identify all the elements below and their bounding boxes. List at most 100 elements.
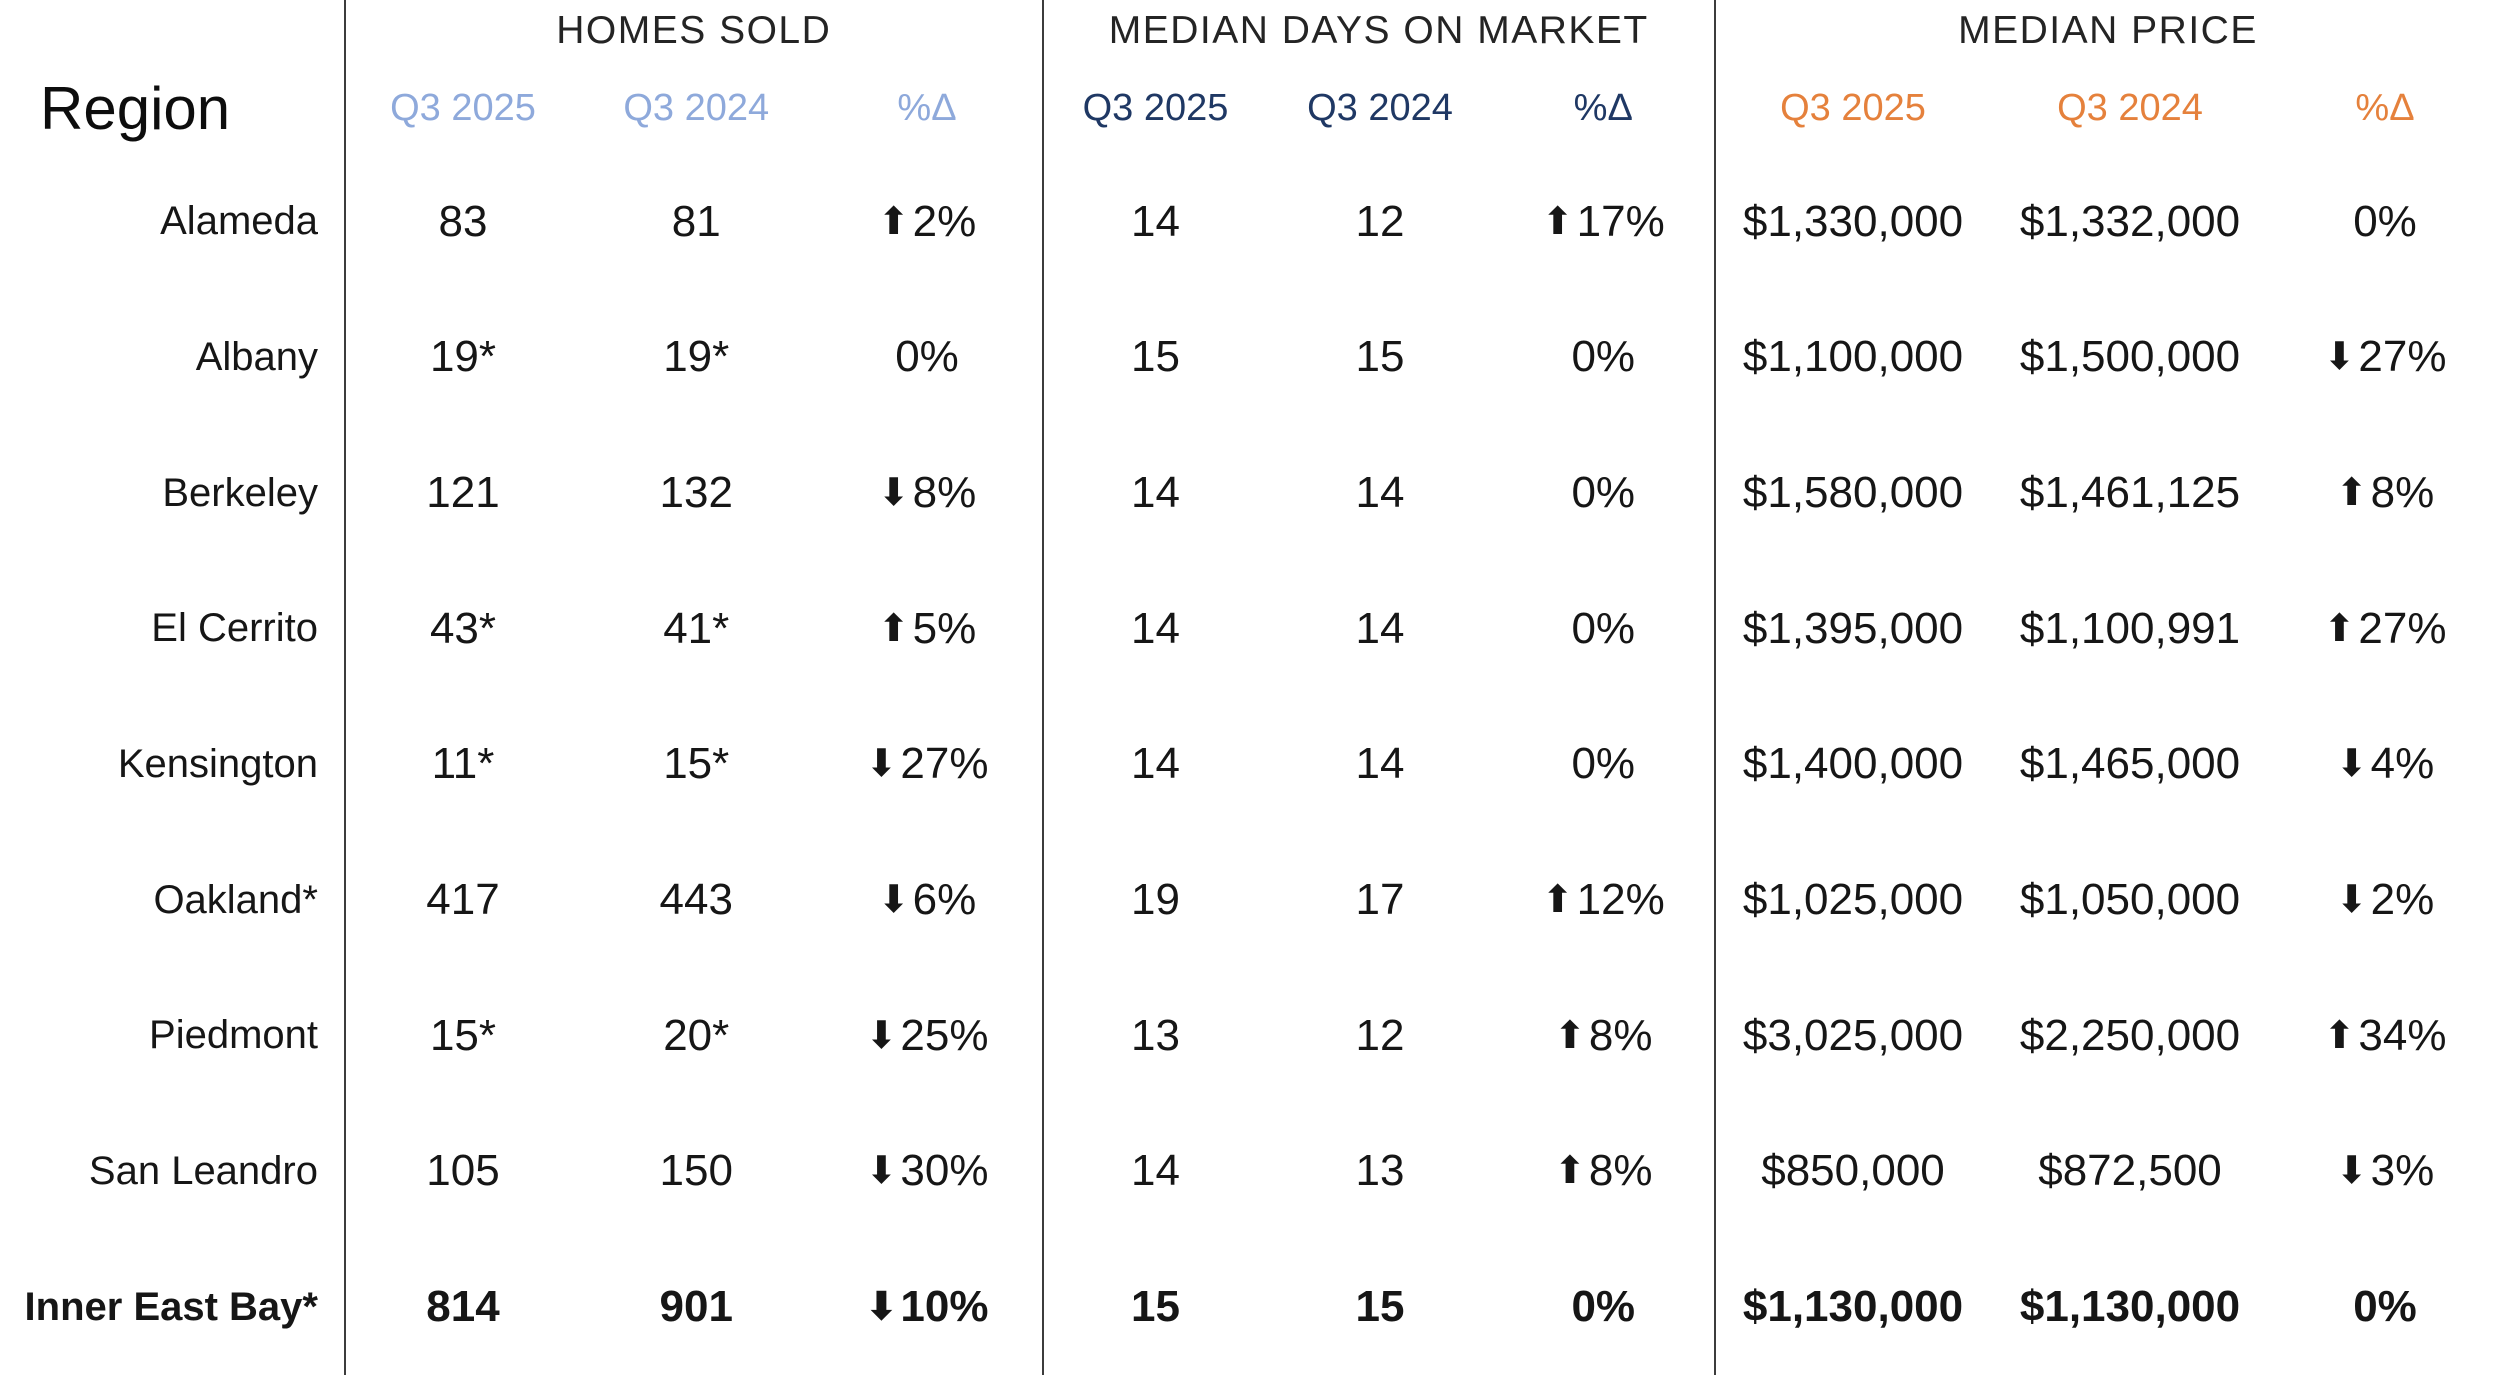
- pct-change-value: 10%: [900, 1282, 989, 1332]
- pct-change-cell: ⬇30%: [813, 1104, 1043, 1240]
- down-arrow-icon: ⬇: [2335, 879, 2368, 922]
- value-cell: 19*: [344, 289, 580, 426]
- pct-change-cell: ⬆8%: [1493, 968, 1716, 1104]
- pct-change-cell: ⬆17%: [1493, 154, 1716, 290]
- value-cell: $1,130,000: [1714, 1239, 1990, 1375]
- value-cell: 81: [671, 196, 721, 246]
- up-arrow-icon: ⬆: [2323, 607, 2356, 650]
- pct-change-cell: 0%: [1571, 468, 1636, 518]
- value-cell: 11*: [344, 696, 580, 833]
- pct-change-cell: 0%: [1571, 1282, 1636, 1332]
- pct-change-value: 27%: [900, 739, 989, 789]
- table-row: Kensington 11* 15* ⬇27% 14 14 0% $1,400,000 $1,4…: [0, 696, 2500, 833]
- value-cell: 13: [1041, 967, 1268, 1104]
- table-row: Oakland* 417 443 ⬇6% 19 17 ⬆12% $1,025,000 $1,05…: [0, 832, 2500, 968]
- value-cell: 14: [1041, 154, 1268, 290]
- pct-change-cell: 0%: [1571, 739, 1636, 789]
- table-row: San Leandro 105 150 ⬇30% 14 13 ⬆8% $850,000 $872…: [0, 1103, 2500, 1240]
- region-cell: Albany: [195, 334, 318, 379]
- pct-change-cell: ⬇27%: [813, 697, 1043, 833]
- median-price-q3-2025-header: Q3 2025: [1714, 62, 1990, 154]
- value-cell: 15: [1355, 1282, 1405, 1332]
- region-cell: Piedmont: [149, 1013, 318, 1058]
- value-cell: $1,330,000: [1714, 154, 1990, 290]
- median-price-q3-2024-header: Q3 2024: [2057, 86, 2203, 129]
- table-row: Berkeley 121 132 ⬇8% 14 14 0% $1,580,000 $1,461,…: [0, 425, 2500, 561]
- pct-change-value: 8%: [912, 468, 977, 518]
- pct-change-value: 2%: [912, 196, 977, 246]
- pct-change-value: 25%: [900, 1010, 989, 1060]
- homes-sold-q3-2025-header: Q3 2025: [344, 62, 580, 154]
- pct-change-value: 17%: [1576, 196, 1665, 246]
- pct-change-cell: 0%: [1571, 332, 1636, 382]
- table-row: Inner East Bay* 814 901 ⬇10% 15 15 0% $1,130,00…: [0, 1239, 2500, 1375]
- table-row: Piedmont 15* 20* ⬇25% 13 12 ⬆8% $3,025,000 $2,25…: [0, 967, 2500, 1104]
- column-header-row: Region Q3 2025 Q3 2024 %Δ Q3 2025 Q3 202…: [0, 62, 2500, 154]
- pct-change-cell: ⬆2%: [813, 154, 1043, 290]
- pct-change-cell: 0%: [2353, 196, 2417, 246]
- pct-change-cell: 0%: [895, 332, 959, 382]
- pct-change-value: 34%: [2358, 1010, 2447, 1060]
- value-cell: $1,400,000: [1714, 696, 1990, 833]
- pct-change-value: 5%: [912, 603, 977, 653]
- pct-change-cell: ⬆8%: [2270, 425, 2500, 561]
- homes-sold-q3-2024-header: Q3 2024: [623, 86, 770, 129]
- value-cell: 20*: [663, 1010, 730, 1060]
- pct-change-cell: ⬆12%: [1493, 832, 1716, 968]
- value-cell: $3,025,000: [1714, 967, 1990, 1104]
- pct-change-cell: ⬇4%: [2270, 697, 2500, 833]
- region-header-spacer: [0, 0, 345, 62]
- value-cell: $1,100,991: [2019, 603, 2241, 653]
- pct-change-value: 30%: [900, 1146, 989, 1196]
- median-price-pct-change-header: %Δ: [2355, 86, 2415, 129]
- value-cell: 132: [659, 468, 733, 518]
- value-cell: $1,395,000: [1714, 560, 1990, 697]
- pct-change-value: 6%: [912, 875, 977, 925]
- pct-change-value: 3%: [2370, 1146, 2435, 1196]
- value-cell: $1,461,125: [2019, 468, 2241, 518]
- pct-change-value: 4%: [2370, 739, 2435, 789]
- up-arrow-icon: ⬆: [1541, 200, 1574, 243]
- value-cell: 41*: [663, 603, 730, 653]
- value-cell: 14: [1355, 603, 1405, 653]
- down-arrow-icon: ⬇: [2335, 1150, 2368, 1193]
- up-arrow-icon: ⬆: [1541, 879, 1574, 922]
- up-arrow-icon: ⬆: [2323, 1014, 2356, 1057]
- section-title-homes-sold: HOMES SOLD: [344, 0, 1043, 62]
- pct-change-value: 8%: [2370, 468, 2435, 518]
- section-title-row: HOMES SOLD MEDIAN DAYS ON MARKET MEDIAN …: [0, 0, 2500, 62]
- median-days-q3-2025-header: Q3 2025: [1041, 62, 1268, 154]
- value-cell: 121: [344, 425, 580, 561]
- value-cell: 901: [659, 1282, 733, 1332]
- pct-change-value: 27%: [2358, 603, 2447, 653]
- table-row: El Cerrito 43* 41* ⬆5% 14 14 0% $1,395,000 $1,10…: [0, 560, 2500, 697]
- up-arrow-icon: ⬆: [2335, 472, 2368, 515]
- down-arrow-icon: ⬇: [877, 879, 910, 922]
- pct-change-cell: ⬆34%: [2270, 968, 2500, 1104]
- value-cell: 43*: [344, 560, 580, 697]
- region-cell: Inner East Bay*: [24, 1284, 318, 1329]
- section-title-median-price: MEDIAN PRICE: [1714, 0, 2500, 62]
- value-cell: 417: [344, 832, 580, 968]
- pct-change-value: 8%: [1588, 1010, 1653, 1060]
- pct-change-cell: ⬇2%: [2270, 832, 2500, 968]
- value-cell: $1,100,000: [1714, 289, 1990, 426]
- value-cell: $872,500: [2038, 1146, 2222, 1196]
- up-arrow-icon: ⬆: [1554, 1014, 1586, 1057]
- value-cell: 443: [659, 875, 733, 925]
- value-cell: $850,000: [1714, 1103, 1990, 1240]
- value-cell: 15*: [663, 739, 730, 789]
- pct-change-value: 8%: [1588, 1146, 1653, 1196]
- region-cell: Berkeley: [162, 470, 318, 515]
- value-cell: 14: [1041, 425, 1268, 561]
- down-arrow-icon: ⬇: [877, 472, 910, 515]
- down-arrow-icon: ⬇: [865, 1014, 898, 1057]
- down-arrow-icon: ⬇: [865, 1286, 898, 1329]
- value-cell: 150: [659, 1146, 733, 1196]
- value-cell: $2,250,000: [2019, 1010, 2241, 1060]
- value-cell: 15: [1355, 332, 1405, 382]
- down-arrow-icon: ⬇: [2323, 336, 2356, 379]
- pct-change-value: 2%: [2370, 875, 2435, 925]
